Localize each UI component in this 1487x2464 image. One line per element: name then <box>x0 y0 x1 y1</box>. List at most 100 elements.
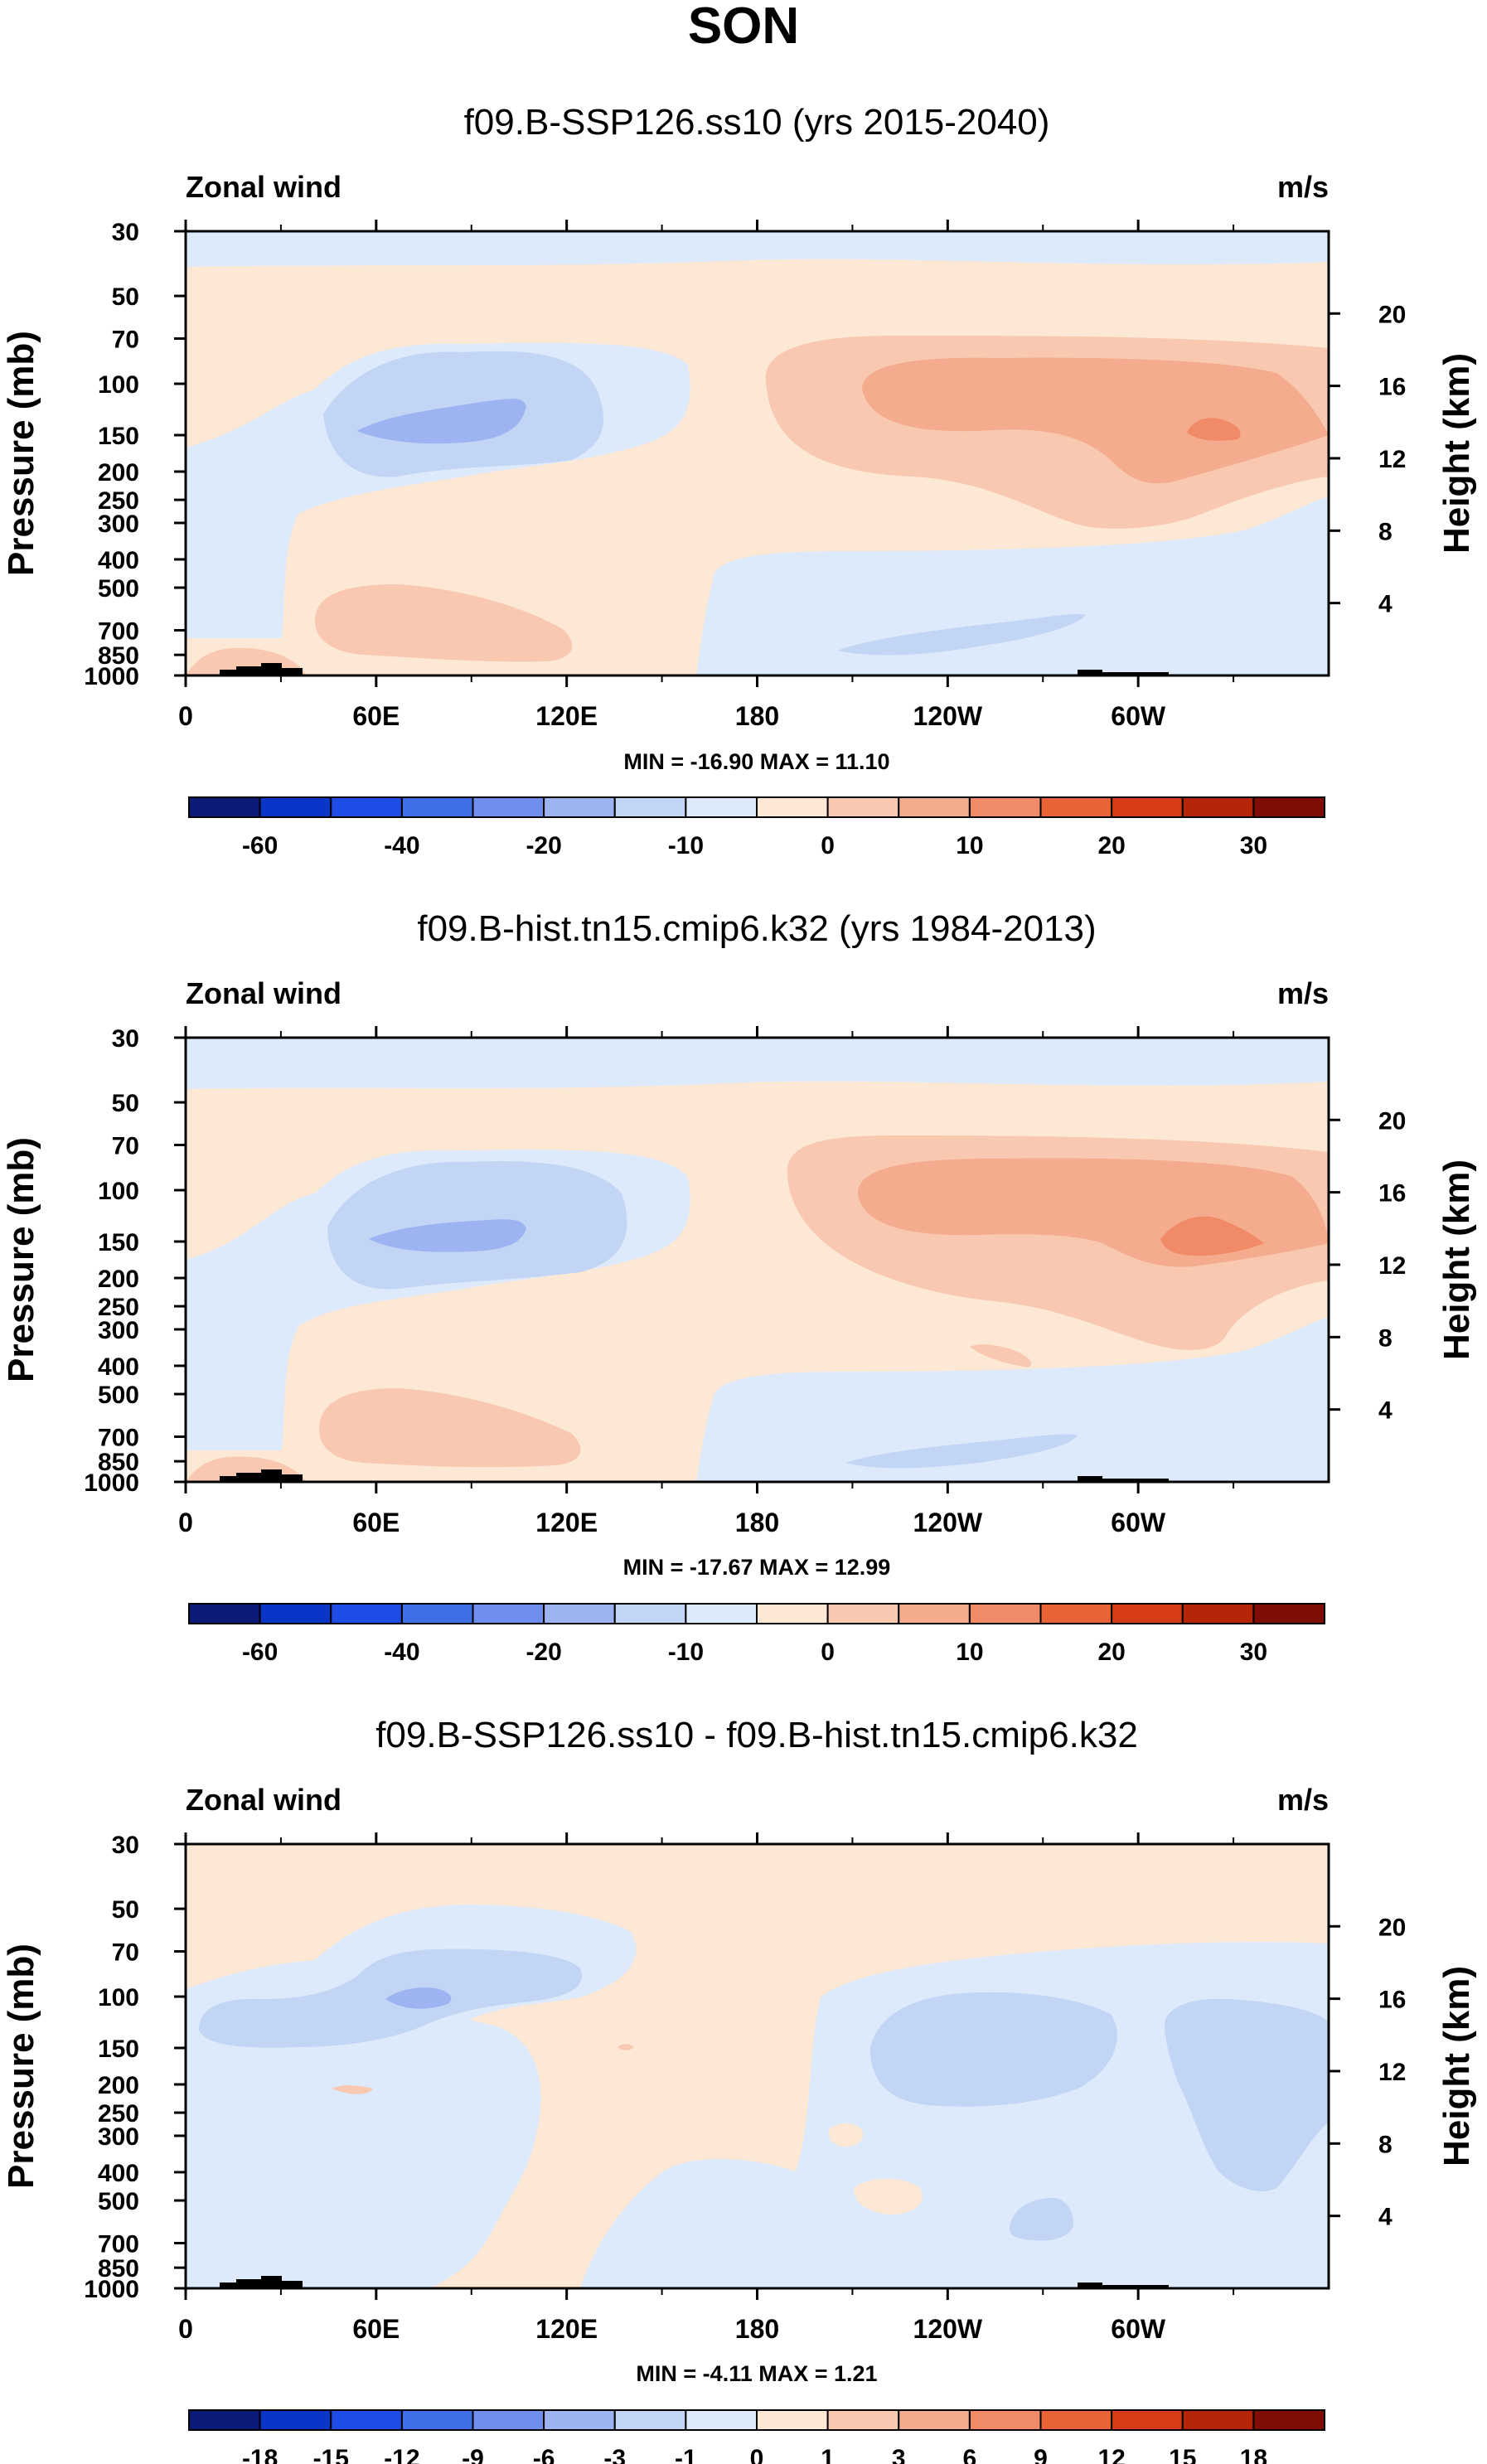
colorbar-label: 10 <box>956 1639 983 1666</box>
colorbar-swatch <box>330 796 403 818</box>
x-tick-label: 120W <box>913 701 983 731</box>
y-tick-label: 500 <box>98 2188 139 2215</box>
y-tick-label: 100 <box>98 1178 139 1205</box>
colorbar-label: -20 <box>526 832 561 859</box>
colorbar-swatch <box>1039 2409 1113 2431</box>
region-lower-tropospheric-westerlies <box>315 584 573 662</box>
panel-1: f09.B-SSP126.ss10 (yrs 2015-2040) Zonal … <box>1 102 1477 859</box>
region-pacific-low-level-easterlies-inner <box>845 1434 1078 1469</box>
ylabel-left: Pressure (mb) <box>1 331 41 576</box>
x-tick-label: 60E <box>352 1508 400 1537</box>
y-tick-label: 150 <box>98 423 139 450</box>
region-upper-positive-patch-1 <box>332 2085 373 2094</box>
colorbar-swatch <box>968 1603 1042 1624</box>
colorbar-label: -6 <box>533 2445 555 2464</box>
colorbar-label: 9 <box>1034 2445 1048 2464</box>
colorbar-label: -15 <box>313 2445 349 2464</box>
colorbar-label: -40 <box>384 832 419 859</box>
y-tick-label: 300 <box>98 2123 139 2151</box>
colorbar-label: -10 <box>668 1639 704 1666</box>
colorbar-label: 0 <box>821 832 835 859</box>
x-tick-label: 60W <box>1111 2314 1166 2344</box>
y-tick-label: 50 <box>112 1090 139 1117</box>
units-label: m/s <box>1277 170 1329 204</box>
contour-field <box>186 1038 1329 1482</box>
colorbar-swatch <box>756 796 829 818</box>
y-tick-label: 1000 <box>84 2276 139 2303</box>
x-tick-label: 60W <box>1111 701 1166 731</box>
colorbar-label: 0 <box>821 1639 835 1666</box>
y-tick-label: 700 <box>98 2230 139 2258</box>
y-tick-label: 1000 <box>84 1469 139 1497</box>
x-tick-label: 60E <box>352 701 400 731</box>
y-tick-label: 500 <box>98 1382 139 1409</box>
height-tick-label: 4 <box>1378 591 1393 618</box>
x-tick-label: 180 <box>735 1508 779 1537</box>
y-tick-label: 100 <box>98 371 139 399</box>
colorbar-swatch <box>756 2409 829 2431</box>
colorbar-swatch <box>968 2409 1042 2431</box>
region-upper-easterly-band <box>186 1038 1329 1089</box>
colorbar-swatch <box>826 1603 900 1624</box>
height-tick-label: 8 <box>1378 1324 1393 1352</box>
colorbar-label: -40 <box>384 1639 419 1666</box>
region-jet-maximum <box>1160 1216 1264 1256</box>
height-tick-label: 12 <box>1378 2059 1406 2086</box>
colorbar-label: 20 <box>1097 832 1125 859</box>
height-tick-label: 4 <box>1378 2204 1393 2231</box>
height-tick-label: 8 <box>1378 2131 1393 2158</box>
y-tick-label: 150 <box>98 2036 139 2063</box>
units-label: m/s <box>1277 976 1329 1010</box>
y-tick-label: 200 <box>98 2072 139 2099</box>
colorbar-label: 20 <box>1097 1639 1125 1666</box>
ylabel-right: Height (km) <box>1436 353 1477 554</box>
x-tick-label: 120E <box>535 2314 598 2344</box>
colorbar-swatch <box>968 796 1042 818</box>
colorbar-swatch <box>1111 1603 1184 1624</box>
height-tick-label: 16 <box>1378 1987 1406 2014</box>
y-tick-label: 850 <box>98 642 139 670</box>
colorbar-label: 1 <box>821 2445 835 2464</box>
colorbar-swatch <box>685 796 758 818</box>
colorbar-swatch <box>330 2409 403 2431</box>
y-tick-label: 150 <box>98 1229 139 1256</box>
colorbar-swatch <box>543 796 616 818</box>
y-tick-label: 70 <box>112 1133 139 1160</box>
region-upper-easterly-band <box>186 231 1329 267</box>
y-tick-label: 300 <box>98 511 139 538</box>
height-tick-label: 16 <box>1378 1180 1406 1208</box>
colorbar-swatch <box>1181 796 1255 818</box>
colorbar-label: 12 <box>1097 2445 1125 2464</box>
y-tick-label: 50 <box>112 1896 139 1924</box>
height-tick-label: 20 <box>1378 301 1406 328</box>
x-tick-label: 0 <box>178 2314 193 2344</box>
colorbar-label: -18 <box>242 2445 278 2464</box>
x-tick-label: 120E <box>535 1508 598 1537</box>
region-south-america-decrease <box>1165 1998 1329 2191</box>
colorbar-swatch <box>898 796 971 818</box>
colorbar-swatch <box>472 2409 545 2431</box>
x-tick-label: 60E <box>352 2314 400 2344</box>
x-tick-label: 120E <box>535 701 598 731</box>
x-tick-label: 0 <box>178 1508 193 1537</box>
x-tick-label: 0 <box>178 701 193 731</box>
y-tick-label: 30 <box>112 219 139 246</box>
y-tick-label: 70 <box>112 1939 139 1967</box>
x-tick-label: 120W <box>913 1508 983 1537</box>
region-lower-tropospheric-westerlies <box>319 1388 581 1468</box>
colorbar-swatch <box>613 2409 687 2431</box>
colorbar-swatch <box>543 1603 616 1624</box>
region-atlantic-positive-patch-2 <box>854 2178 923 2215</box>
y-tick-label: 1000 <box>84 663 139 690</box>
colorbar-label: -20 <box>526 1639 561 1666</box>
height-tick-label: 4 <box>1378 1397 1393 1425</box>
y-tick-label: 500 <box>98 575 139 603</box>
y-tick-label: 850 <box>98 1449 139 1476</box>
y-tick-label: 400 <box>98 1353 139 1381</box>
colorbar-swatch <box>472 1603 545 1624</box>
y-tick-label: 200 <box>98 1266 139 1293</box>
region-indian-ocean-easterly-core <box>356 399 526 444</box>
colorbar-swatch <box>826 2409 900 2431</box>
